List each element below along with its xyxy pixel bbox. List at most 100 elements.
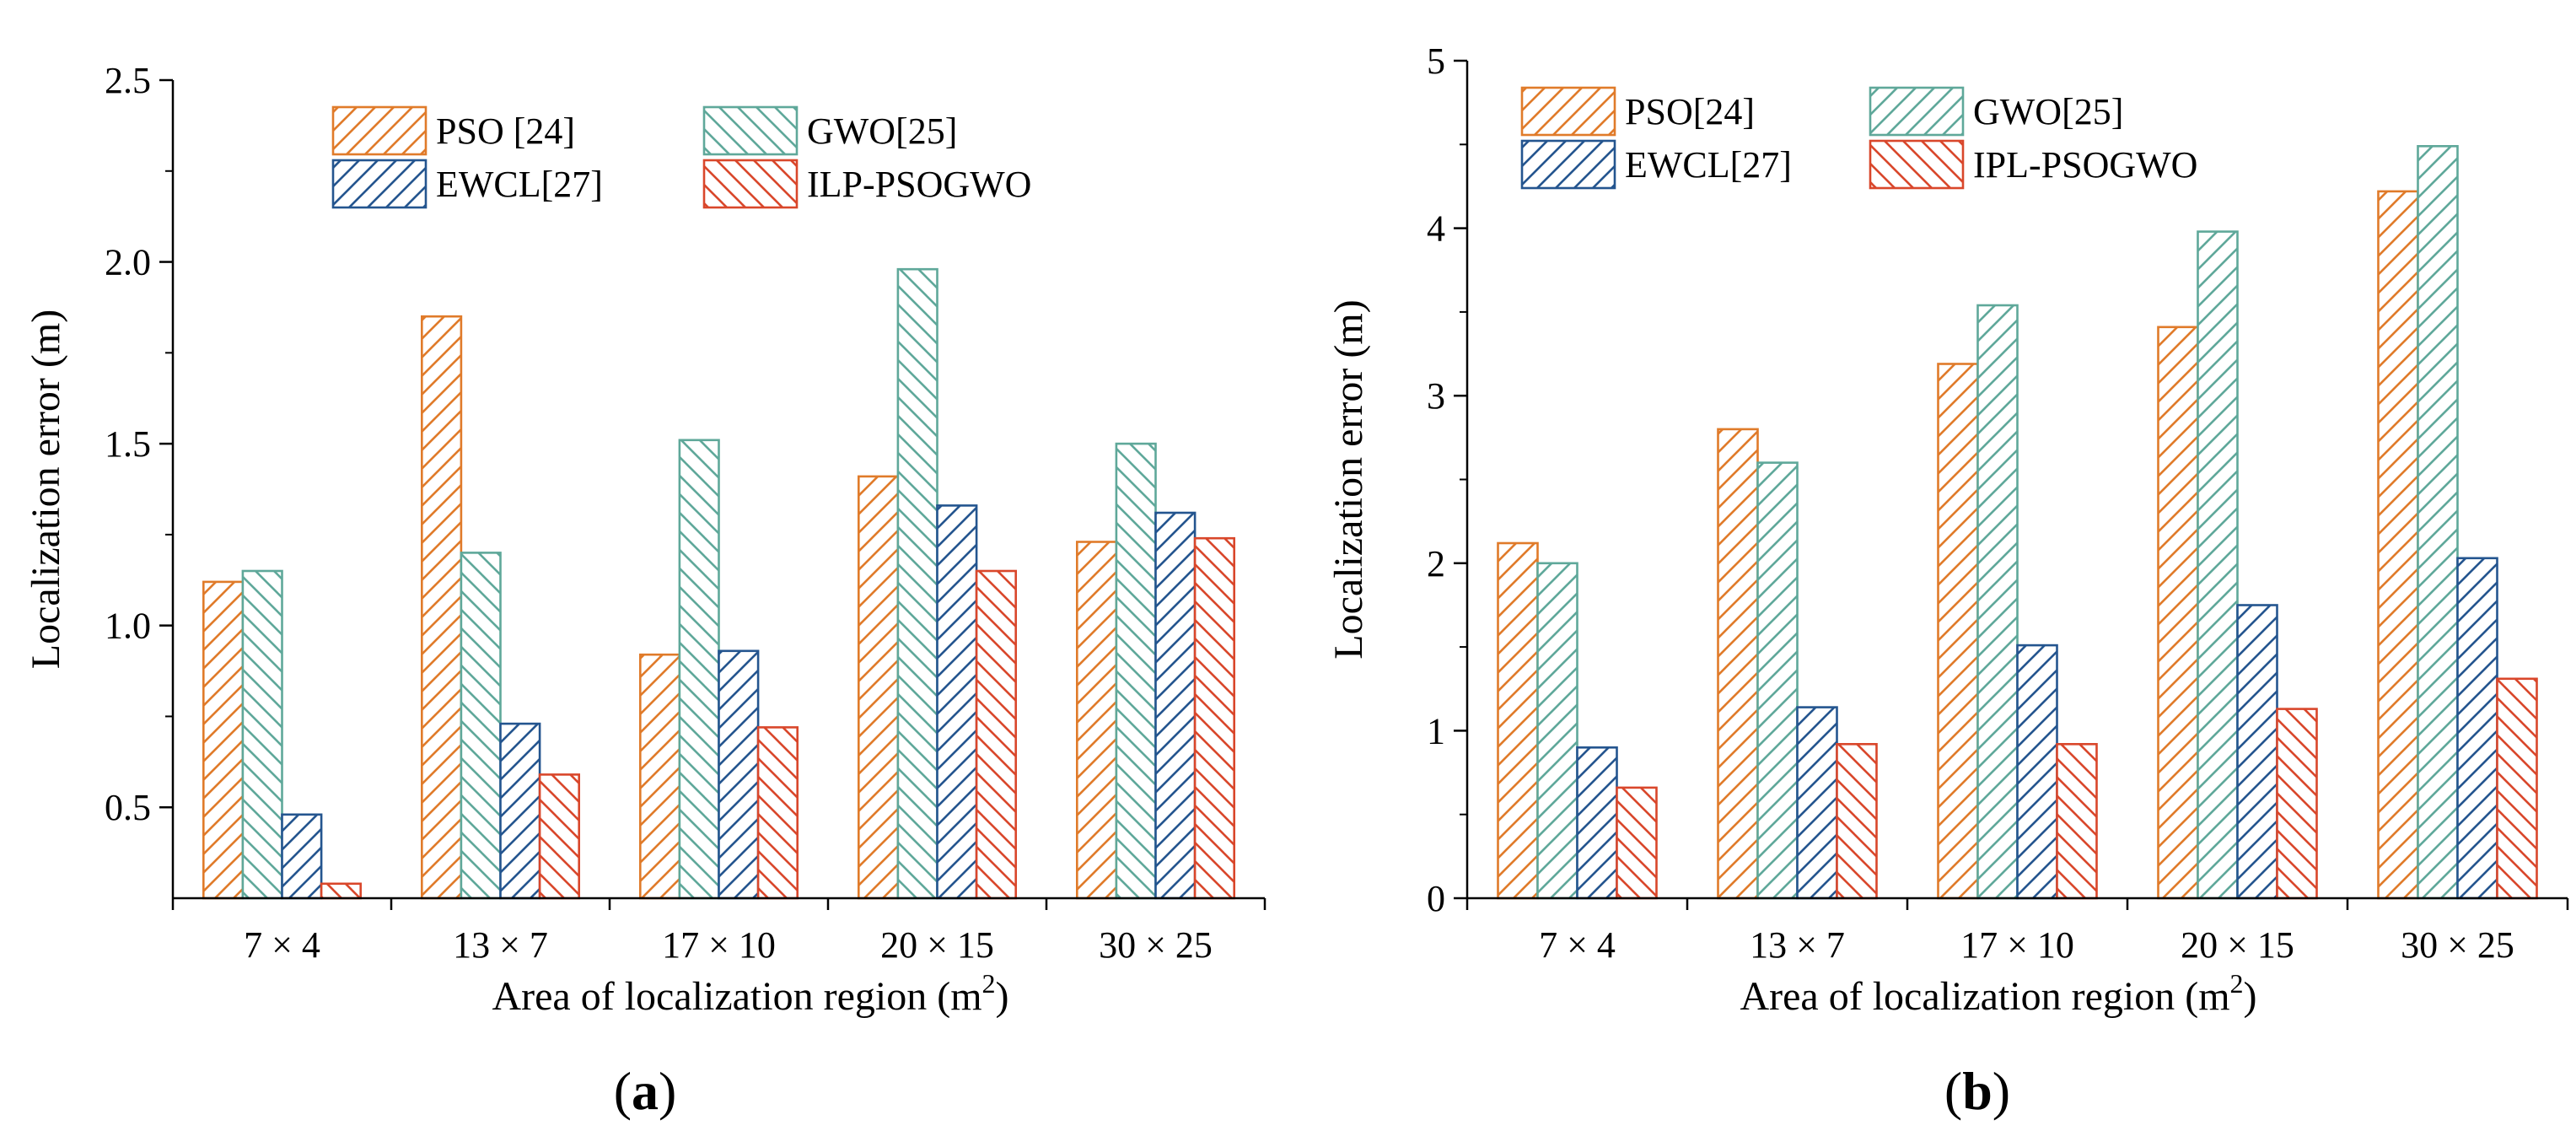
legend-label: EWCL[27] <box>1625 144 1792 186</box>
bar-pso-24-3 <box>2157 326 2199 900</box>
bar-pso-24-2 <box>638 653 681 900</box>
x-axis-title-main: Area of localization region (m <box>492 974 981 1019</box>
legend-swatch <box>331 159 428 209</box>
x-tick-label: 17 × 10 <box>662 924 776 966</box>
legend-item-gwo-25: GWO[25] <box>1869 86 2123 137</box>
bar-ipl-psogwo-0 <box>1616 786 1658 900</box>
bar-ilp-psogwo-1 <box>538 773 580 900</box>
x-tick-label: 20 × 15 <box>880 924 994 966</box>
y-axis-title: Localization error (m) <box>1326 299 1371 659</box>
y-tick-label: 0 <box>1427 878 1445 919</box>
bar-gwo-25-0 <box>1536 562 1578 900</box>
panel-label-close: ) <box>659 1061 676 1121</box>
bar-gwo-25-2 <box>678 439 720 900</box>
bar-ipl-psogwo-1 <box>1836 742 1878 900</box>
panel-label-letter: b <box>1962 1061 1993 1121</box>
bar-pso-24-1 <box>420 315 463 900</box>
legend-item-ewcl-27: EWCL[27] <box>331 159 603 209</box>
bars-group <box>1497 145 2538 900</box>
legend-label: ILP-PSOGWO <box>807 164 1031 205</box>
bar-pso-24-4 <box>2377 190 2419 900</box>
legend-label: IPL-PSOGWO <box>1973 144 2197 186</box>
panel-label-open: ( <box>614 1061 632 1121</box>
bar-ewcl-27-1 <box>1796 706 1838 900</box>
x-tick-label: 30 × 25 <box>1099 924 1213 966</box>
x-axis-title-end: ) <box>996 974 1009 1019</box>
legend-item-ilp-psogwo: ILP-PSOGWO <box>702 159 1031 209</box>
x-tick-label: 30 × 25 <box>2401 924 2514 966</box>
y-tick-label: 3 <box>1427 375 1445 417</box>
legend-label: PSO [24] <box>436 110 575 152</box>
legend-item-pso-24: PSO[24] <box>1520 86 1755 137</box>
chart-panel-b: 0 1 2 3 4 5 7 × 4 13 × 7 17 × 10 20 × 15 30 × 25 P… <box>1326 40 2569 1121</box>
y-tick-label: 2.0 <box>105 242 151 283</box>
bar-gwo-25-1 <box>1756 461 1799 900</box>
legend-swatch <box>1520 139 1616 190</box>
legend-swatch <box>702 159 799 209</box>
legend-item-gwo-25: GWO[25] <box>702 105 957 156</box>
bar-gwo-25-2 <box>1976 304 2019 900</box>
y-axis-title: Localization error (m) <box>24 310 68 669</box>
bar-ewcl-27-1 <box>499 722 541 900</box>
bars-group <box>202 267 1235 900</box>
bar-ipl-psogwo-3 <box>2276 708 2318 900</box>
bar-ewcl-27-0 <box>281 813 323 900</box>
axes-group: 0.5 1.0 1.5 2.0 2.5 7 × 4 13 × 7 17 × 10 20 × 15… <box>105 60 1266 966</box>
bar-pso-24-0 <box>1497 541 1539 900</box>
y-tick-label: 1 <box>1427 710 1445 751</box>
bar-gwo-25-1 <box>460 552 502 900</box>
bar-ipl-psogwo-2 <box>2056 742 2098 900</box>
bar-pso-24-0 <box>202 580 245 900</box>
x-tick-label: 13 × 7 <box>1750 924 1845 966</box>
legend: PSO[24] GWO[25] EWCL[27] IPL-PSOGWO <box>1520 86 2197 190</box>
bar-ewcl-27-3 <box>2236 604 2278 900</box>
legend-item-ipl-psogwo: IPL-PSOGWO <box>1869 139 2197 190</box>
y-tick-label: 0.5 <box>105 787 151 828</box>
bar-ewcl-27-2 <box>2016 644 2058 900</box>
bar-pso-24-2 <box>1937 363 1979 900</box>
panel-label: (b) <box>1944 1061 2010 1121</box>
legend-label: GWO[25] <box>1973 91 2123 132</box>
legend: PSO [24] GWO[25] EWCL[27] ILP-PSOGWO <box>331 105 1031 209</box>
panel-label-letter: a <box>632 1061 659 1121</box>
y-tick-label: 2 <box>1427 543 1445 584</box>
x-tick-label: 17 × 10 <box>1960 924 2074 966</box>
bar-pso-24-1 <box>1717 428 1759 900</box>
bar-ewcl-27-3 <box>936 504 978 900</box>
y-tick-label: 5 <box>1427 40 1445 82</box>
bar-ewcl-27-2 <box>718 649 760 900</box>
bar-gwo-25-4 <box>2417 145 2459 900</box>
axes-group: 0 1 2 3 4 5 7 × 4 13 × 7 17 × 10 20 × 15 30 × 25 <box>1427 40 2569 966</box>
x-tick-label: 20 × 15 <box>2181 924 2294 966</box>
legend-label: PSO[24] <box>1625 91 1755 132</box>
y-tick-label: 1.0 <box>105 606 151 647</box>
panel-label-open: ( <box>1944 1061 1962 1121</box>
y-tick-label: 4 <box>1427 208 1445 250</box>
x-axis-title-end: ) <box>2244 974 2257 1019</box>
bar-pso-24-3 <box>857 475 900 900</box>
legend-label: EWCL[27] <box>436 164 603 205</box>
chart-panel-a: 0.5 1.0 1.5 2.0 2.5 7 × 4 13 × 7 17 × 10 20 × 15… <box>24 60 1266 1121</box>
bar-ewcl-27-4 <box>1154 511 1197 900</box>
bar-ewcl-27-4 <box>2456 557 2498 900</box>
x-axis-title-sup: 2 <box>982 968 996 999</box>
bar-ipl-psogwo-4 <box>2496 677 2538 900</box>
legend-item-pso-24: PSO [24] <box>331 105 575 156</box>
legend-item-ewcl-27: EWCL[27] <box>1520 139 1792 190</box>
legend-swatch <box>331 105 428 156</box>
bar-gwo-25-3 <box>896 267 938 900</box>
bar-pso-24-4 <box>1076 541 1118 900</box>
y-tick-label: 2.5 <box>105 60 151 101</box>
bar-ilp-psogwo-4 <box>1193 536 1235 900</box>
y-tick-label: 1.5 <box>105 423 151 465</box>
x-axis-title-main: Area of localization region (m <box>1740 974 2229 1019</box>
bar-gwo-25-0 <box>241 569 283 900</box>
legend-swatch <box>702 105 799 156</box>
panel-label: (a) <box>614 1061 677 1121</box>
bar-ilp-psogwo-2 <box>756 726 799 900</box>
legend-label: GWO[25] <box>807 110 957 152</box>
bar-ewcl-27-0 <box>1576 746 1618 900</box>
x-tick-label: 7 × 4 <box>1539 924 1616 966</box>
x-tick-label: 13 × 7 <box>453 924 548 966</box>
